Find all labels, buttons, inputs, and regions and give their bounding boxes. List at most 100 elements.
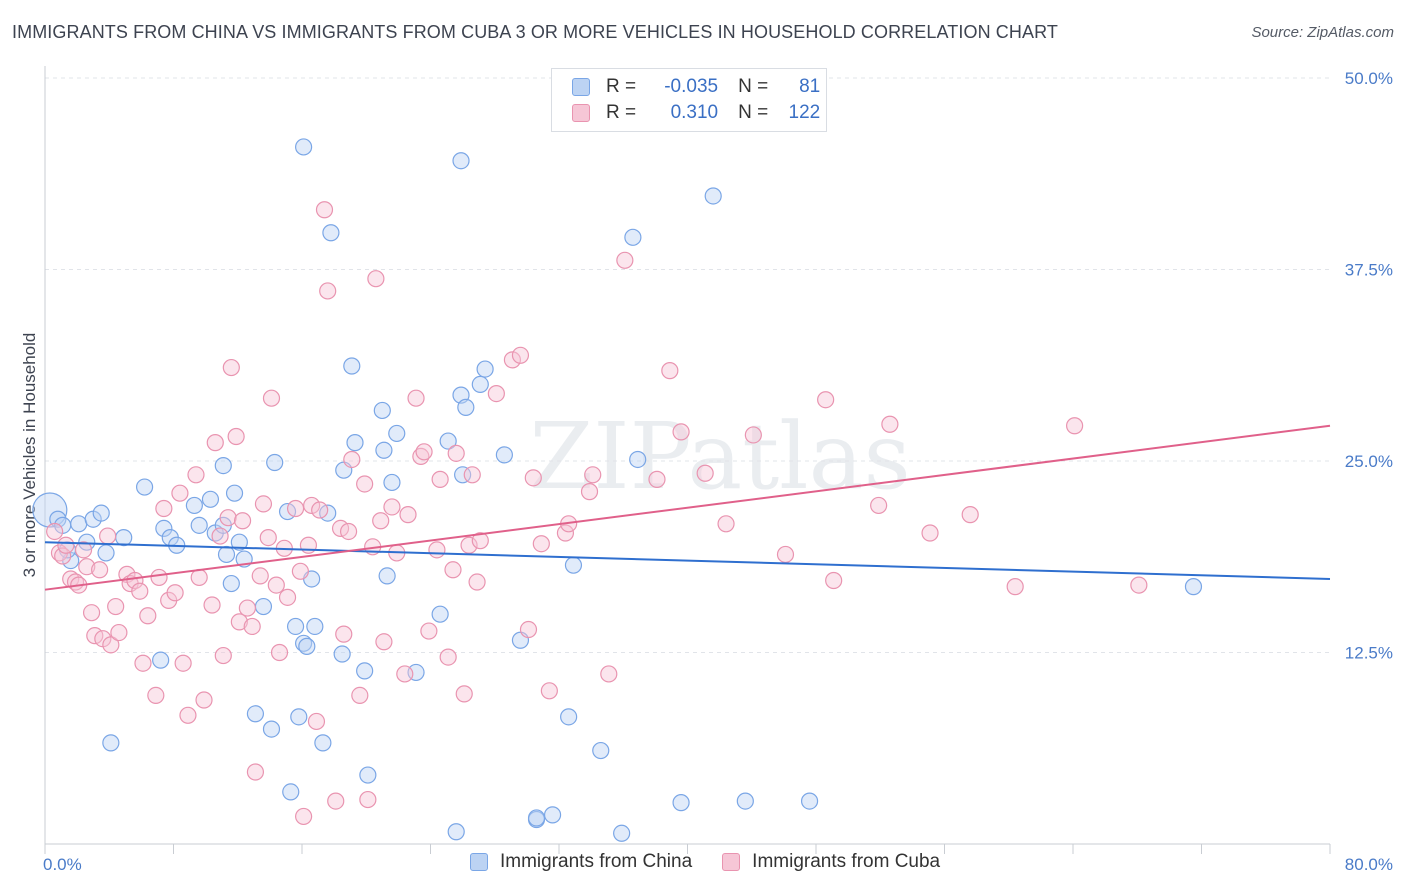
data-point — [359, 790, 377, 809]
data-point — [185, 496, 203, 515]
data-point — [372, 512, 390, 530]
data-point — [580, 483, 599, 501]
data-point — [155, 499, 173, 518]
data-point — [155, 519, 173, 538]
data-point — [174, 654, 192, 672]
data-point — [314, 734, 332, 752]
data-point — [704, 187, 722, 205]
data-point — [375, 441, 393, 459]
trend-line-china — [44, 541, 1331, 580]
data-point — [298, 637, 316, 655]
data-point — [290, 708, 308, 726]
data-point — [171, 484, 189, 502]
data-point — [335, 625, 353, 643]
data-point — [1006, 578, 1024, 596]
cuba-r-label: R = — [606, 102, 637, 123]
data-point — [672, 794, 690, 812]
legend-label-china: Immigrants from China — [500, 851, 693, 872]
data-point — [150, 568, 168, 587]
data-point — [147, 686, 165, 704]
data-point — [225, 484, 244, 502]
data-point — [270, 643, 289, 662]
data-point — [134, 654, 152, 672]
data-point — [624, 228, 642, 246]
data-point — [246, 705, 265, 723]
data-point — [800, 792, 819, 810]
y-tick-label-0: 12.5% — [1345, 644, 1393, 663]
data-point — [54, 547, 72, 565]
data-point — [343, 450, 361, 469]
data-point — [70, 515, 88, 533]
data-point — [295, 138, 313, 156]
data-points — [32, 138, 1203, 842]
data-point — [439, 432, 457, 450]
data-point — [696, 464, 714, 482]
legend-swatch-cuba — [722, 853, 741, 871]
data-point — [471, 375, 489, 393]
data-point — [476, 360, 494, 378]
data-point — [343, 357, 361, 375]
legend-row-china: R = -0.035 N = 81 — [572, 74, 820, 100]
china-swatch — [572, 78, 590, 96]
data-point — [776, 545, 795, 564]
data-point — [560, 708, 578, 726]
data-point — [460, 536, 478, 554]
data-point — [454, 466, 472, 484]
data-point — [214, 646, 232, 665]
data-point — [412, 447, 430, 466]
data-point — [254, 597, 273, 616]
data-point — [825, 571, 843, 590]
data-point — [97, 544, 115, 562]
data-point — [286, 499, 305, 518]
data-point — [102, 734, 120, 752]
data-point — [399, 506, 417, 524]
data-point — [319, 282, 337, 300]
data-point — [282, 783, 300, 801]
data-point — [540, 682, 558, 700]
data-point — [135, 478, 154, 496]
china-n-value: 81 — [799, 76, 821, 97]
data-point — [152, 651, 170, 669]
data-point — [648, 470, 666, 488]
data-point — [251, 567, 269, 585]
x-tick-label-max: 80.0% — [1345, 855, 1393, 874]
data-point — [744, 426, 762, 444]
data-point — [46, 522, 64, 541]
data-point — [115, 528, 133, 547]
legend-label-cuba: Immigrants from Cuba — [752, 851, 941, 872]
correlation-legend: R = -0.035 N = 81 R = 0.310 N = 122 — [551, 68, 827, 132]
data-point — [356, 662, 374, 680]
data-point — [102, 636, 120, 654]
data-point — [230, 533, 248, 551]
data-point — [91, 561, 109, 579]
data-point — [92, 504, 110, 522]
data-point — [378, 567, 396, 585]
data-point — [359, 766, 377, 784]
data-point — [881, 415, 899, 433]
data-point — [295, 634, 313, 652]
data-point — [201, 490, 220, 508]
trend-line-cuba — [44, 424, 1331, 591]
watermark: ZIPatlas — [529, 403, 910, 510]
china-r-value: -0.035 — [664, 76, 719, 97]
data-point — [179, 706, 197, 724]
data-point — [222, 358, 240, 377]
y-tick-label-3: 50.0% — [1345, 69, 1393, 88]
data-point — [286, 617, 305, 636]
data-point — [455, 685, 473, 703]
data-point — [211, 527, 229, 545]
data-point — [367, 270, 385, 288]
data-point — [431, 605, 449, 623]
data-point — [471, 532, 489, 550]
data-point — [447, 444, 465, 462]
data-point — [439, 648, 457, 666]
legend-item-china: Immigrants from China — [470, 851, 692, 873]
data-point — [262, 389, 281, 407]
data-point — [921, 524, 939, 542]
source-note: Source: ZipAtlas.com — [1251, 24, 1394, 41]
data-point — [246, 763, 265, 781]
data-point — [74, 541, 93, 559]
data-point — [396, 665, 414, 683]
data-point — [190, 516, 208, 534]
